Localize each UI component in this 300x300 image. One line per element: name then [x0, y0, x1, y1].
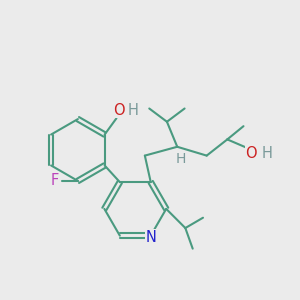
Text: H: H [176, 152, 186, 166]
Text: O: O [246, 146, 257, 161]
Text: N: N [146, 230, 157, 244]
Text: H: H [262, 146, 272, 161]
Text: H: H [127, 103, 138, 118]
Text: O: O [113, 103, 124, 118]
Text: F: F [51, 173, 59, 188]
